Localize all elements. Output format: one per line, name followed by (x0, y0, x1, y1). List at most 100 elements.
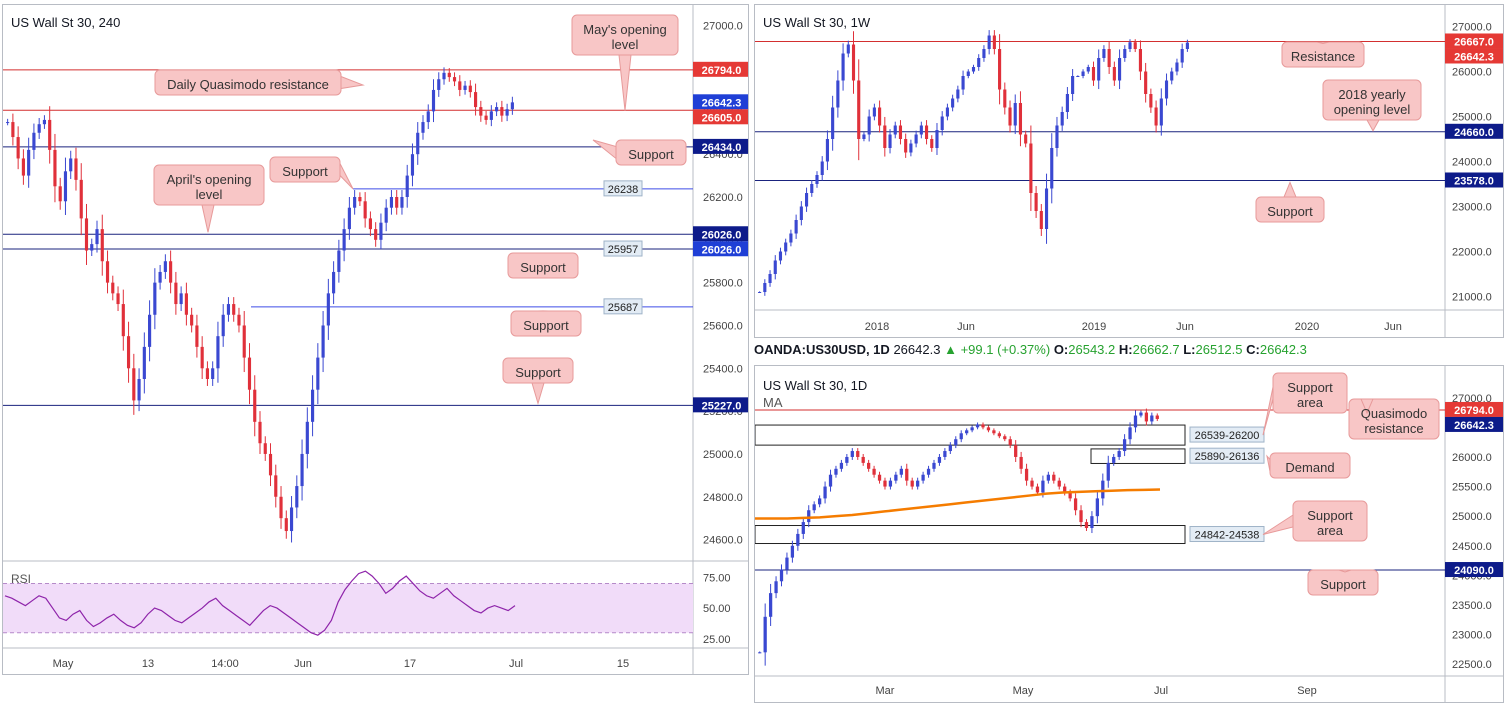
weekly-price-tag: 24660.0 (1454, 127, 1494, 139)
daily-chart-svg[interactable]: 27000.026500.026000.025500.025000.024500… (755, 366, 1504, 703)
daily-candle (850, 451, 854, 457)
daily-candle (1095, 498, 1100, 517)
rsi-axis-label: 50.00 (703, 603, 731, 615)
daily-candle (916, 480, 920, 487)
weekly-candle (951, 98, 955, 108)
daily-candle (981, 424, 985, 428)
h4-candle (316, 357, 320, 390)
h4-candle (510, 102, 514, 110)
daily-candle (828, 474, 833, 487)
weekly-callout-resistance-text-0: Resistance (1291, 49, 1355, 64)
weekly-chart-title: US Wall St 30, 1W (763, 15, 871, 30)
daily-zone-tag: 24842-24538 (1195, 530, 1260, 542)
h4-level-tag-bg (603, 240, 643, 257)
daily-x-label: Jul (1154, 685, 1168, 697)
weekly-candle (789, 233, 793, 243)
weekly-candle (1044, 188, 1049, 229)
daily-candle (888, 480, 893, 487)
h4-callout-support-2-text-0: Support (282, 164, 328, 179)
h4-level-tag: 26238 (608, 184, 639, 196)
daily-candle (790, 545, 795, 558)
h4-callout-april-pointer (201, 204, 215, 233)
h4-candle (311, 389, 315, 422)
daily-zone-box (755, 525, 1186, 545)
weekly-candle (810, 184, 814, 193)
daily-candle (921, 474, 925, 481)
h4-candle (184, 293, 188, 315)
weekly-candle (914, 134, 918, 144)
h4-candle (484, 115, 488, 120)
weekly-candle (1013, 103, 1017, 126)
weekly-candle (820, 161, 824, 175)
h4-x-label: Jun (294, 658, 312, 670)
h4-callout-may-text-1: level (612, 37, 639, 52)
h4-candle (426, 111, 430, 123)
h4-candle (416, 132, 420, 155)
h4-x-label: 13 (142, 658, 154, 670)
header-change: +99.1 (+0.37%) (960, 342, 1051, 357)
daily-candle (1057, 480, 1061, 487)
weekly-axis-label: 26000.0 (1452, 67, 1492, 79)
daily-zone-tag: 26539-26200 (1195, 430, 1260, 442)
weekly-x-label: 2018 (865, 321, 889, 333)
daily-candle (801, 522, 805, 534)
weekly-candle (935, 130, 939, 148)
weekly-x-label: Jun (957, 321, 975, 333)
daily-price-tag-bg (1445, 562, 1503, 578)
weekly-callout-support-pointer (1283, 181, 1297, 198)
daily-candle (1073, 498, 1078, 511)
weekly-candle (1097, 58, 1101, 81)
h4-candle (500, 107, 504, 116)
weekly-callout-support-text-0: Support (1267, 204, 1313, 219)
daily-axis-label: 22500.0 (1452, 659, 1492, 671)
h4-candle (374, 229, 378, 240)
h4-candle (21, 158, 25, 176)
daily-callout-support-text-0: Support (1320, 577, 1366, 592)
h4-candle (48, 119, 52, 150)
h4-candle (253, 389, 257, 422)
h4-candle (84, 218, 89, 251)
weekly-candle (1170, 71, 1174, 81)
daily-callout-support-area-2-text-0: Support (1307, 508, 1353, 523)
h4-candle (90, 244, 94, 251)
h4-chart-panel[interactable]: 27000.026800.026600.026400.026200.026000… (2, 4, 749, 675)
h4-candle (100, 229, 104, 262)
weekly-candle (857, 80, 861, 139)
h4-candle (431, 89, 436, 112)
daily-candle (992, 430, 996, 434)
weekly-candle (846, 44, 850, 54)
daily-candle (817, 498, 822, 505)
h4-axis-label: 25800.0 (703, 278, 743, 290)
h4-price-tag-bg (693, 94, 748, 110)
weekly-candle (773, 260, 777, 274)
weekly-candle (831, 107, 835, 139)
h4-x-label: Jul (509, 658, 523, 670)
h4-chart-svg[interactable]: 27000.026800.026600.026400.026200.026000… (3, 5, 749, 675)
weekly-axis-label: 25000.0 (1452, 112, 1492, 124)
h4-x-label: 17 (404, 658, 416, 670)
h4-candle (11, 122, 15, 138)
h4-candle (221, 314, 225, 337)
h4-candle (211, 368, 215, 379)
h4-candle (274, 475, 278, 497)
weekly-candle (1144, 71, 1148, 94)
daily-candle (1046, 474, 1050, 481)
daily-candle (1139, 412, 1143, 416)
weekly-candle (909, 143, 913, 153)
daily-callout-demand-pointer (1266, 454, 1271, 472)
header-open: 26543.2 (1068, 342, 1116, 357)
daily-chart-panel[interactable]: 27000.026500.026000.025500.025000.024500… (754, 365, 1504, 703)
daily-candle (1144, 412, 1149, 422)
h4-axis-label: 25600.0 (703, 320, 743, 332)
h4-x-label: 14:00 (211, 658, 239, 670)
weekly-chart-svg[interactable]: 27000.0 26000.0 25000.0 24000.0 23000.0 22000… (755, 5, 1504, 338)
h4-candle (169, 261, 173, 283)
h4-candle (326, 293, 330, 326)
up-arrow-icon: ▲ (944, 342, 957, 357)
daily-candle (899, 468, 903, 475)
h4-candle (247, 357, 252, 390)
weekly-chart-panel[interactable]: 27000.0 26000.0 25000.0 24000.0 23000.0 22000… (754, 4, 1504, 338)
weekly-price-tag-bg (1445, 48, 1503, 64)
weekly-candle (1076, 76, 1080, 77)
daily-candle (839, 462, 844, 469)
